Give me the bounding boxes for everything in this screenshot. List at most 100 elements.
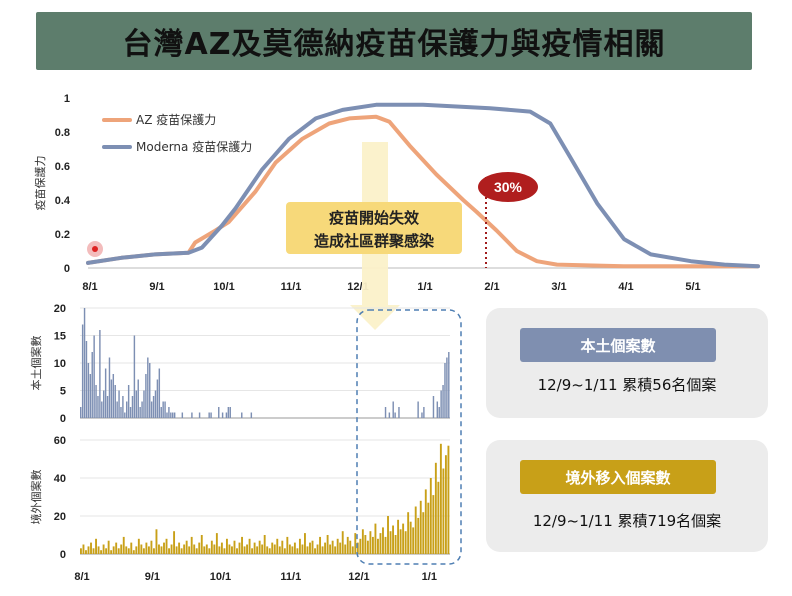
imported-bar bbox=[273, 544, 276, 554]
imported-bar bbox=[382, 527, 384, 554]
imported-bar bbox=[200, 535, 203, 554]
local-y-axis-label: 本土個案數 bbox=[29, 336, 43, 391]
imported-bar bbox=[414, 506, 417, 554]
local-bar bbox=[208, 412, 210, 418]
imported-bar bbox=[256, 546, 259, 554]
top-x-tick-label: 9/1 bbox=[149, 281, 164, 293]
local-bar bbox=[114, 385, 116, 418]
imported-bar bbox=[283, 548, 286, 554]
bottom-x-tick-label: 10/1 bbox=[210, 571, 231, 583]
local-bar bbox=[150, 401, 153, 418]
imported-bar bbox=[238, 542, 241, 554]
imported-bar bbox=[377, 538, 379, 554]
local-bar bbox=[172, 412, 174, 418]
imported-bar bbox=[314, 548, 316, 554]
local-bar bbox=[131, 396, 134, 418]
imported-bar bbox=[115, 542, 118, 554]
bottom-x-tick-label: 1/1 bbox=[422, 571, 437, 583]
callout-line-1: 疫苗開始失效 bbox=[329, 209, 420, 227]
top-y-tick-label: 0.6 bbox=[55, 161, 70, 173]
imported-bar bbox=[225, 538, 228, 554]
imported-bar bbox=[215, 533, 218, 554]
local-bar bbox=[80, 407, 82, 418]
imported-bar bbox=[241, 536, 243, 554]
local-bar bbox=[91, 352, 93, 418]
local-bar bbox=[384, 407, 387, 418]
local-bar bbox=[108, 357, 111, 418]
local-cases-summary: 12/9~1/11 累積56名個案 bbox=[537, 376, 717, 394]
imported-bar bbox=[429, 478, 432, 554]
imported-bar bbox=[326, 535, 329, 554]
local-bar bbox=[129, 407, 132, 418]
imported-bar bbox=[288, 544, 291, 554]
imported-bar bbox=[160, 546, 163, 554]
imported-bar bbox=[135, 546, 138, 554]
imported-bar bbox=[137, 538, 140, 554]
local-bar bbox=[181, 412, 184, 418]
imported-bar bbox=[319, 536, 322, 554]
imported-bar bbox=[412, 527, 415, 554]
imported-bar bbox=[424, 489, 427, 554]
local-bar bbox=[166, 412, 168, 418]
local-bar bbox=[156, 379, 159, 418]
local-bar bbox=[127, 385, 130, 418]
local-bar bbox=[89, 374, 92, 418]
imported-bar bbox=[361, 529, 364, 554]
legend-label: AZ 疫苗保護力 bbox=[136, 112, 216, 127]
local-bar bbox=[152, 396, 155, 418]
local-bar bbox=[143, 390, 145, 418]
local-bar bbox=[137, 379, 139, 418]
imported-bar bbox=[253, 542, 256, 554]
local-bar bbox=[97, 396, 99, 418]
imported-y-tick-label: 0 bbox=[60, 549, 66, 561]
imported-bar bbox=[444, 455, 447, 554]
local-bar bbox=[448, 352, 450, 418]
imported-bar bbox=[168, 548, 170, 554]
local-bar bbox=[250, 412, 253, 418]
local-bar bbox=[147, 357, 149, 418]
local-bar bbox=[440, 390, 442, 418]
imported-bar bbox=[92, 548, 95, 554]
imported-bar bbox=[417, 517, 420, 554]
imported-bar bbox=[165, 538, 168, 554]
slide-title: 台灣AZ及莫德納疫苗保護力與疫情相關 bbox=[122, 27, 666, 62]
imported-bar bbox=[195, 548, 198, 554]
imported-bar bbox=[198, 542, 201, 554]
imported-bar bbox=[301, 544, 304, 554]
callout-box bbox=[286, 202, 462, 254]
local-bar bbox=[149, 363, 151, 418]
bottom-x-tick-label: 12/1 bbox=[348, 571, 369, 583]
title-banner: 台灣AZ及莫德納疫苗保護力與疫情相關 bbox=[36, 12, 752, 70]
imported-bar bbox=[306, 546, 309, 554]
imported-bar bbox=[281, 540, 284, 554]
imported-bar bbox=[379, 533, 382, 554]
imported-bar bbox=[316, 544, 319, 554]
local-bar bbox=[141, 401, 143, 418]
imported-bar bbox=[175, 546, 178, 554]
local-bar bbox=[210, 412, 212, 418]
imported-bar bbox=[351, 546, 354, 554]
local-bar bbox=[104, 368, 107, 418]
local-bar bbox=[110, 379, 113, 418]
local-bar bbox=[198, 412, 201, 418]
imported-bar bbox=[437, 481, 440, 554]
imported-bar bbox=[268, 548, 271, 554]
imported-bar bbox=[120, 544, 123, 554]
imported-bar bbox=[152, 548, 155, 554]
imported-bar bbox=[447, 445, 450, 554]
legend-label: Moderna 疫苗保護力 bbox=[136, 139, 252, 154]
top-y-axis-label: 疫苗保護力 bbox=[33, 156, 47, 211]
imported-bar bbox=[439, 443, 442, 554]
imported-bar bbox=[95, 538, 97, 554]
imported-bar bbox=[442, 468, 445, 554]
top-y-tick-label: 0 bbox=[64, 263, 70, 275]
imported-bar bbox=[163, 542, 165, 554]
imported-bar bbox=[271, 542, 274, 554]
imported-bar bbox=[142, 548, 145, 554]
imported-bar bbox=[291, 546, 294, 554]
imported-bar bbox=[334, 546, 337, 554]
local-bar bbox=[158, 368, 161, 418]
imported-bar bbox=[100, 550, 103, 554]
local-bar bbox=[145, 374, 147, 418]
imported-bar bbox=[387, 516, 389, 554]
